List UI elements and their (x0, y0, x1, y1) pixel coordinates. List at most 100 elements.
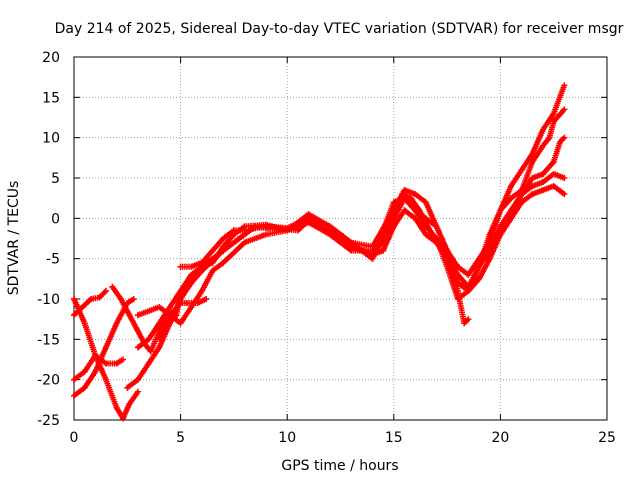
data-point (561, 82, 568, 89)
data-point (529, 175, 536, 181)
data-point (117, 296, 124, 302)
y-tick-label: -20 (37, 373, 60, 389)
data-point (177, 263, 184, 270)
data-point (198, 259, 205, 266)
data-point (71, 392, 77, 399)
data-point (305, 215, 312, 222)
data-point (529, 191, 536, 198)
data-point (88, 296, 95, 302)
data-points (71, 82, 568, 422)
data-point (102, 360, 109, 367)
data-point (130, 296, 137, 302)
data-point (465, 316, 472, 323)
data-point (444, 247, 451, 254)
data-point (262, 231, 269, 238)
data-point (465, 287, 472, 294)
data-point (183, 300, 190, 307)
data-point (348, 239, 355, 246)
data-point (461, 320, 468, 327)
data-point (71, 376, 77, 383)
y-tick-label: 20 (42, 50, 60, 66)
data-point (540, 179, 547, 186)
data-point (156, 304, 163, 311)
data-point (401, 187, 408, 194)
data-point (380, 239, 387, 246)
series-9 (177, 106, 568, 302)
data-point (550, 170, 557, 177)
data-point (92, 352, 99, 359)
data-point (156, 344, 163, 351)
data-point (326, 223, 333, 230)
x-tick-label: 15 (385, 430, 403, 446)
data-point (412, 191, 419, 198)
data-point (540, 170, 547, 177)
data-point (81, 368, 88, 375)
data-point (220, 243, 227, 250)
data-point (134, 344, 141, 351)
data-point (96, 294, 103, 301)
data-point (422, 231, 429, 238)
data-point (529, 158, 536, 165)
y-tick-label: -25 (37, 413, 60, 429)
data-point (145, 360, 152, 367)
data-point (422, 215, 429, 222)
data-point (497, 231, 504, 238)
y-tick-label: 0 (51, 211, 60, 227)
y-tick-label: 10 (42, 131, 60, 147)
tick-labels: 0 5 10 15 20 25 -25 -20 -15 -10 -5 0 5 10 15 20 (37, 50, 616, 446)
data-point (134, 388, 141, 395)
data-point (194, 300, 201, 307)
data-point (166, 312, 173, 319)
data-point (294, 227, 301, 234)
data-point (81, 384, 88, 391)
x-tick-label: 25 (598, 430, 616, 446)
series-3 (71, 352, 127, 383)
data-point (422, 223, 429, 230)
data-point (113, 404, 120, 411)
data-point (173, 312, 180, 319)
x-tick-label: 20 (491, 430, 509, 446)
data-point (120, 356, 127, 363)
data-point (134, 312, 141, 319)
data-point (412, 207, 419, 214)
data-point (369, 247, 376, 254)
data-point (262, 223, 269, 230)
data-point (220, 259, 227, 266)
data-point (92, 368, 99, 375)
data-point (401, 207, 408, 214)
data-point (188, 271, 195, 278)
data-point (561, 175, 568, 181)
chart-title: Day 214 of 2025, Sidereal Day-to-day VTE… (55, 21, 624, 37)
y-tick-label: 5 (51, 171, 60, 187)
data-point (177, 287, 184, 294)
data-point (390, 199, 397, 206)
data-point (540, 187, 547, 194)
data-point (561, 134, 568, 141)
data-point (284, 225, 291, 232)
data-point (401, 195, 408, 202)
data-point (134, 328, 141, 335)
data-point (209, 259, 216, 266)
data-point (407, 195, 414, 202)
data-point (126, 400, 133, 407)
data-point (141, 340, 148, 347)
data-point (561, 106, 568, 113)
data-point (147, 348, 154, 355)
data-point (109, 283, 116, 290)
y-tick-label: -10 (37, 292, 60, 308)
data-point (120, 415, 127, 422)
data-point (124, 384, 131, 391)
data-point (241, 239, 248, 246)
data-point (102, 376, 109, 383)
data-point (81, 320, 88, 327)
data-point (166, 304, 173, 311)
data-point (540, 142, 547, 149)
data-point (209, 267, 216, 274)
data-point (454, 296, 461, 302)
data-point (454, 263, 461, 270)
data-point (145, 336, 152, 343)
y-tick-label: 15 (42, 90, 60, 106)
data-point (550, 183, 557, 190)
